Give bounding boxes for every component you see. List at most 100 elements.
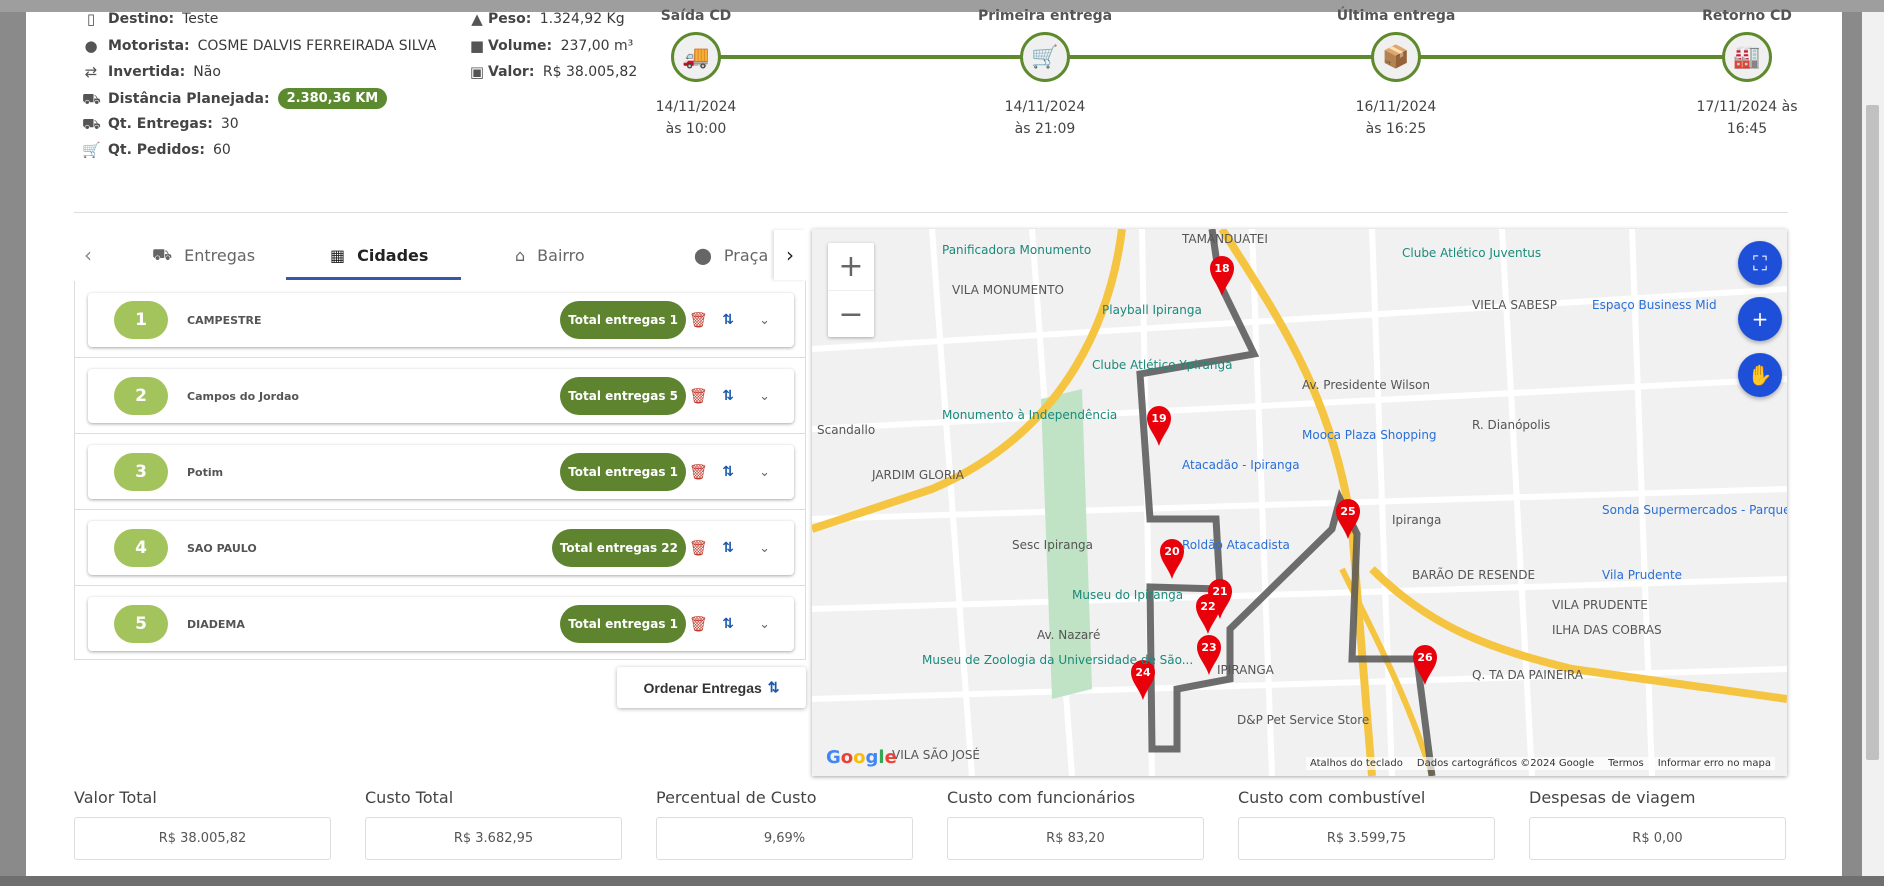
entregas-row: ⛟ Qt. Entregas: 30 <box>82 115 239 133</box>
trash-icon[interactable]: 🗑 <box>688 463 708 481</box>
report-error-link[interactable]: Informar erro no mapa <box>1657 758 1771 769</box>
keyboard-shortcuts-link[interactable]: Atalhos do teclado <box>1309 758 1403 769</box>
building-icon: ▦ <box>330 245 346 265</box>
trash-icon[interactable]: 🗑 <box>688 387 708 405</box>
map-marker[interactable]: 24 <box>1131 660 1155 700</box>
chevron-down-icon[interactable]: ⌄ <box>759 616 770 632</box>
timeline-node: 🏭 <box>1722 32 1772 82</box>
trash-icon[interactable]: 🗑 <box>688 311 708 329</box>
route-map[interactable]: 18 19 20 21 22 23 24 25 26 TAMANDUATEI Clube Atlé… <box>812 229 1787 776</box>
city-card[interactable]: 2 Campos do Jordao Total entregas 5 🗑 ⇅ … <box>88 369 794 423</box>
city-name: Campos do Jordao <box>187 389 299 403</box>
tab-cidades[interactable]: ▦ Cidades <box>330 245 429 265</box>
svg-text:24: 24 <box>1135 666 1151 679</box>
svg-text:18: 18 <box>1214 262 1229 275</box>
map-data-text: Dados cartográficos ©2024 Google <box>1416 758 1595 769</box>
pan-button[interactable]: ✋ <box>1738 353 1782 397</box>
stat-value-field: R$ 3.682,95 <box>365 817 622 860</box>
timeline-date: 14/11/2024 às 21:09 <box>1004 99 1086 137</box>
city-card[interactable]: 5 DIADEMA Total entregas 1 🗑 ⇅ ⌄ <box>88 597 794 651</box>
invertida-row: ⇄ Invertida: Não <box>82 64 221 80</box>
map-marker[interactable]: 19 <box>1147 406 1171 446</box>
map-label: Monumento à Independência <box>942 408 1117 422</box>
map-marker[interactable]: 21 <box>1208 579 1232 619</box>
timeline-node: 🛒 <box>1020 32 1070 82</box>
terms-link[interactable]: Termos <box>1608 758 1644 769</box>
chevron-down-icon[interactable]: ⌄ <box>759 312 770 328</box>
chevron-down-icon[interactable]: ⌄ <box>759 540 770 556</box>
cart-icon: 🛒 <box>82 141 101 159</box>
scrollbar-thumb[interactable] <box>1866 105 1879 760</box>
trash-icon[interactable]: 🗑 <box>688 615 708 633</box>
city-name: DIADEMA <box>187 617 245 631</box>
plus-icon: + <box>1751 307 1769 331</box>
map-marker[interactable]: 22 <box>1196 594 1220 634</box>
map-label: ILHA DAS COBRAS <box>1552 623 1662 637</box>
box-icon: ■ <box>469 37 485 55</box>
add-button[interactable]: + <box>1738 297 1782 341</box>
weight-icon: ▲ <box>471 10 483 28</box>
zoom-out-button[interactable]: − <box>828 290 874 337</box>
map-marker[interactable]: 23 <box>1197 635 1221 675</box>
tab-entregas[interactable]: ⛟ Entregas <box>152 244 256 265</box>
divider <box>74 212 1788 213</box>
tabs-prev-button[interactable]: ‹ <box>84 243 92 267</box>
city-number: 4 <box>114 529 168 567</box>
map-marker[interactable]: 20 <box>1160 539 1184 579</box>
sort-icon[interactable]: ⇅ <box>722 388 734 404</box>
svg-text:25: 25 <box>1340 505 1355 518</box>
stat-value-field: R$ 38.005,82 <box>74 817 331 860</box>
google-logo: Google <box>826 747 897 768</box>
map-marker[interactable]: 18 <box>1210 256 1234 296</box>
svg-text:23: 23 <box>1201 641 1216 654</box>
svg-text:22: 22 <box>1200 600 1215 613</box>
hand-truck-icon: 🛒 <box>1031 44 1059 70</box>
stat-label: Valor Total <box>74 788 157 807</box>
timeline-date: 17/11/2024 às 16:45 <box>1696 99 1798 137</box>
svg-text:20: 20 <box>1164 545 1180 558</box>
truck-icon: ⛟ <box>82 89 101 108</box>
truck-icon: 🚚 <box>682 44 710 70</box>
city-card[interactable]: 4 SAO PAULO Total entregas 22 🗑 ⇅ ⌄ <box>88 521 794 575</box>
map-marker[interactable]: 25 <box>1336 499 1360 539</box>
city-card[interactable]: 3 Potim Total entregas 1 🗑 ⇅ ⌄ <box>88 445 794 499</box>
map-label: Sonda Supermercados - Parque da Mooca <box>1602 503 1787 517</box>
map-label: Playball Ipiranga <box>1102 303 1202 317</box>
chevron-down-icon[interactable]: ⌄ <box>759 388 770 404</box>
total-deliveries-badge: Total entregas 5 <box>560 377 686 415</box>
sort-icon[interactable]: ⇅ <box>722 540 734 556</box>
order-deliveries-button[interactable]: Ordenar Entregas ⇅ <box>617 667 806 708</box>
divider <box>75 433 805 434</box>
total-deliveries-badge: Total entregas 1 <box>560 453 686 491</box>
map-label: Av. Presidente Wilson <box>1302 378 1430 392</box>
distance-badge: 2.380,36 KM <box>277 88 388 109</box>
user-circle-icon: ● <box>84 37 98 55</box>
sort-icon[interactable]: ⇅ <box>722 464 734 480</box>
sort-icon[interactable]: ⇅ <box>722 616 734 632</box>
map-canvas[interactable]: 18 19 20 21 22 23 24 25 26 TAMANDUATEI Clube Atlé… <box>812 229 1787 776</box>
city-number: 2 <box>114 377 168 415</box>
timeline-date: 14/11/2024 às 10:00 <box>655 99 737 137</box>
city-name: SAO PAULO <box>187 541 257 555</box>
map-marker[interactable]: 26 <box>1413 645 1437 685</box>
city-number: 3 <box>114 453 168 491</box>
city-card[interactable]: 1 CAMPESTRE Total entregas 1 🗑 ⇅ ⌄ <box>88 293 794 347</box>
zoom-in-button[interactable]: + <box>838 249 864 284</box>
timeline-title: Saída CD <box>660 8 732 24</box>
fullscreen-icon: ⛶ <box>1753 251 1767 275</box>
divider <box>75 509 805 510</box>
tabs-next-button[interactable]: › <box>774 230 806 280</box>
stat-value-field: R$ 0,00 <box>1529 817 1786 860</box>
trash-icon[interactable]: 🗑 <box>688 539 708 557</box>
map-icon: ▯ <box>86 10 96 28</box>
map-label: Av. Nazaré <box>1037 628 1100 642</box>
cities-list: 1 CAMPESTRE Total entregas 1 🗑 ⇅ ⌄ 2 Cam… <box>74 281 806 660</box>
money-icon: ▣ <box>469 63 485 81</box>
tab-praca[interactable]: ⬤ Praça <box>694 245 769 265</box>
sort-icon[interactable]: ⇅ <box>722 312 734 328</box>
chevron-down-icon[interactable]: ⌄ <box>759 464 770 480</box>
tab-bairro[interactable]: ⌂ Bairro <box>515 245 585 265</box>
fullscreen-button[interactable]: ⛶ <box>1738 241 1782 285</box>
map-label: TAMANDUATEI <box>1181 232 1268 246</box>
map-label: Roldão Atacadista <box>1182 538 1290 552</box>
